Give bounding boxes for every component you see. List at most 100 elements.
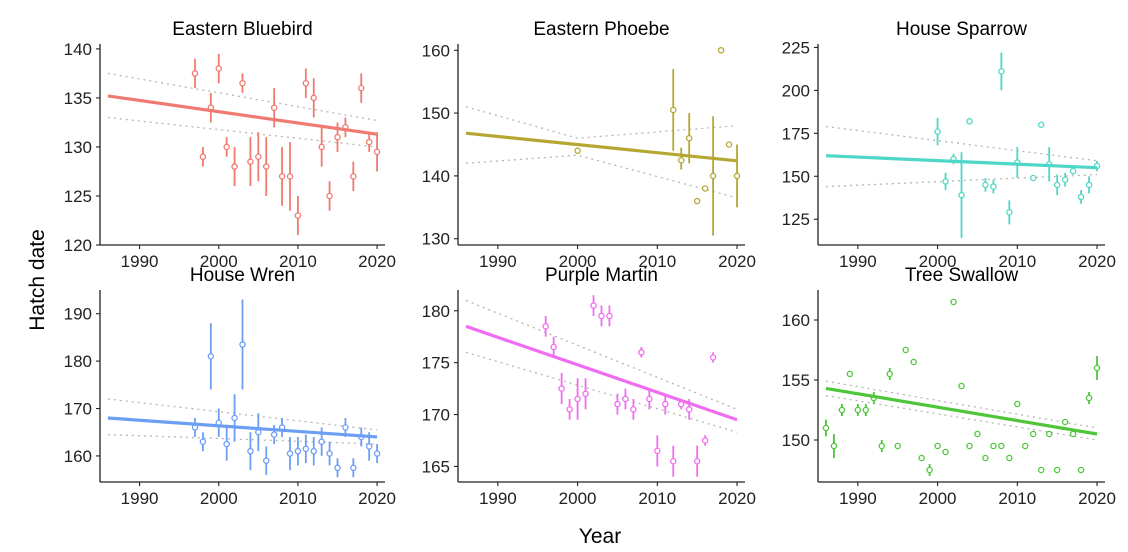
y-tick-label: 160 xyxy=(782,311,810,330)
x-tick-label: 2010 xyxy=(638,252,676,271)
data-point xyxy=(1045,430,1053,438)
data-point xyxy=(365,138,373,146)
data-point xyxy=(638,349,645,356)
data-point xyxy=(662,400,669,408)
data-point xyxy=(357,84,365,92)
ci-upper-line xyxy=(465,299,738,411)
ci-upper-line xyxy=(107,398,378,431)
data-point xyxy=(830,442,838,450)
data-point xyxy=(982,454,989,462)
panel-tree-swallow: Tree Swallow 150 155 160 1990 2000 2010 2020 xyxy=(782,265,1116,508)
data-point xyxy=(262,457,270,464)
trend-line xyxy=(825,154,1098,170)
y-tick-label: 190 xyxy=(64,305,92,324)
y-tick-label: 150 xyxy=(782,167,810,186)
x-tick-label: 2000 xyxy=(559,489,597,508)
trend-line xyxy=(825,386,1098,436)
data-point xyxy=(302,79,310,87)
x-tick-label: 2010 xyxy=(998,252,1036,271)
data-point xyxy=(966,118,973,125)
data-point xyxy=(822,424,830,432)
data-point xyxy=(862,406,870,414)
x-tick-label: 1990 xyxy=(121,489,159,508)
y-tick-label: 140 xyxy=(422,167,450,186)
data-point xyxy=(1077,193,1085,201)
x-tick-label: 2000 xyxy=(200,252,238,271)
data-point xyxy=(942,448,949,456)
x-tick-label: 1990 xyxy=(839,252,877,271)
data-point xyxy=(958,191,965,199)
data-point xyxy=(934,442,941,450)
data-point xyxy=(223,143,230,151)
data-point xyxy=(247,158,254,165)
data-point xyxy=(1006,209,1013,216)
data-point xyxy=(326,192,333,200)
data-point xyxy=(926,466,933,474)
data-point xyxy=(1006,454,1013,462)
ci-lower-line xyxy=(825,394,1098,441)
data-point xyxy=(574,147,581,155)
ci-upper-line xyxy=(465,106,738,139)
y-tick-label: 125 xyxy=(64,187,92,206)
x-tick-label: 2020 xyxy=(718,489,756,508)
data-point xyxy=(701,185,709,192)
data-point xyxy=(1037,121,1045,128)
data-point xyxy=(334,133,341,141)
y-tick-label: 175 xyxy=(422,354,450,373)
y-tick-label: 160 xyxy=(422,41,450,60)
data-point xyxy=(1085,181,1093,189)
y-tick-label: 135 xyxy=(64,89,92,108)
data-point xyxy=(223,440,230,448)
data-point xyxy=(854,406,862,414)
data-point xyxy=(566,406,573,413)
data-point xyxy=(207,353,215,360)
y-tick-label: 130 xyxy=(422,230,450,249)
data-point xyxy=(542,323,549,330)
data-point xyxy=(654,447,661,455)
y-tick-label: 120 xyxy=(64,236,92,255)
y-tick-label: 165 xyxy=(422,457,450,476)
data-point xyxy=(239,79,246,87)
data-point xyxy=(310,447,317,455)
x-tick-label: 2000 xyxy=(200,489,238,508)
x-tick-label: 2000 xyxy=(919,252,957,271)
data-point xyxy=(902,346,909,354)
data-point xyxy=(606,312,613,320)
data-point xyxy=(998,68,1005,75)
data-point xyxy=(199,153,207,161)
panel-purple-martin: Purple Martin 165 170 175 180 1990 2000 2010 202… xyxy=(422,265,756,508)
x-axis-label: Year xyxy=(579,525,621,548)
data-point xyxy=(990,183,997,190)
ci-upper-line xyxy=(825,380,1098,429)
data-point xyxy=(247,447,254,455)
data-point xyxy=(550,343,557,351)
panel-title: Eastern Bluebird xyxy=(172,19,312,40)
ci-lower-line xyxy=(465,351,738,433)
y-tick-label: 140 xyxy=(64,40,92,59)
y-tick-label: 150 xyxy=(782,431,810,450)
data-point xyxy=(310,94,317,102)
data-point xyxy=(942,178,949,185)
data-point xyxy=(199,438,207,445)
data-point xyxy=(598,312,605,320)
ci-lower-line xyxy=(465,154,738,199)
data-point xyxy=(1014,400,1021,408)
data-point xyxy=(1085,394,1093,402)
data-point xyxy=(685,134,693,142)
x-tick-label: 2000 xyxy=(559,252,597,271)
data-point xyxy=(693,197,701,205)
data-point xyxy=(846,370,854,378)
data-point xyxy=(294,447,302,455)
data-point xyxy=(262,163,270,170)
data-point xyxy=(582,390,589,398)
panel-title: Tree Swallow xyxy=(905,265,1019,286)
data-point xyxy=(1061,176,1069,183)
y-tick-label: 180 xyxy=(422,302,450,321)
y-tick-label: 200 xyxy=(782,81,810,100)
data-point xyxy=(302,445,310,453)
panel-eastern-phoebe: Eastern Phoebe 130 140 150 160 1990 2000 2010 20… xyxy=(422,19,756,271)
data-point xyxy=(693,457,701,465)
data-point xyxy=(365,443,373,450)
data-point xyxy=(670,106,677,114)
